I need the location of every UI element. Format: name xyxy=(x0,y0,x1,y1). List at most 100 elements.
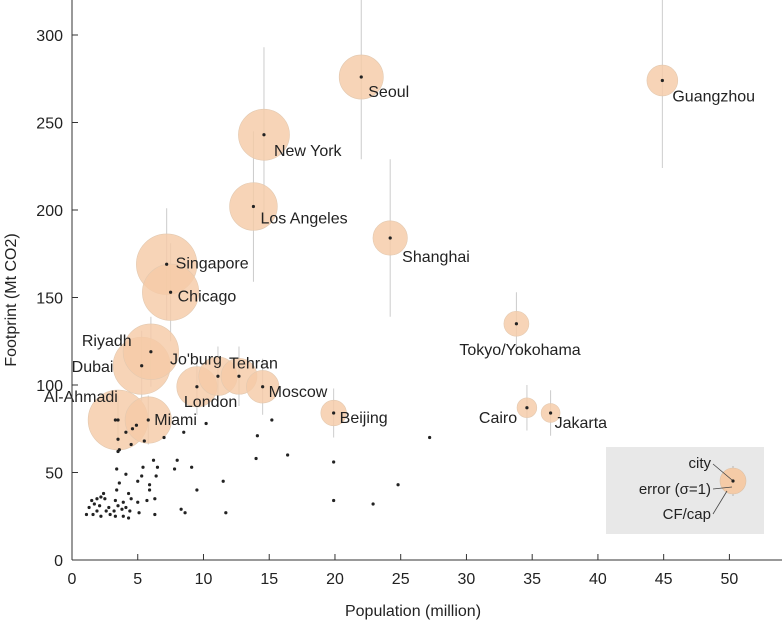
city-point xyxy=(224,511,228,515)
legend-leader-error xyxy=(712,486,733,490)
city-point xyxy=(172,467,177,471)
city-label: Chicago xyxy=(178,288,237,305)
city-label: Singapore xyxy=(176,255,249,272)
city-point xyxy=(154,474,158,478)
y-tick-label: 200 xyxy=(36,203,63,220)
city-point xyxy=(91,512,95,517)
axes: 0 5 10 15 20 25 30 35 40 45 50 0 50 100 150 200 250 300 xyxy=(36,0,782,588)
city-point xyxy=(116,449,120,454)
city-point xyxy=(525,406,529,410)
city-point xyxy=(137,511,141,515)
city-point xyxy=(130,427,135,431)
y-tick-label: 50 xyxy=(45,466,63,483)
city-point xyxy=(237,374,241,378)
city-point xyxy=(169,290,173,294)
city-point xyxy=(145,498,149,503)
city-point xyxy=(103,497,107,501)
city-point xyxy=(140,364,144,368)
city-point xyxy=(204,421,208,426)
city-point xyxy=(90,498,94,503)
city-label: Moscow xyxy=(269,384,328,401)
legend-leader-cfcap xyxy=(712,490,728,515)
city-label: Al-Ahmadi xyxy=(44,389,118,406)
city-point xyxy=(270,418,274,422)
city-labels: Seoul Guangzhou New York Los Angeles Shangha… xyxy=(44,84,755,432)
legend-label-cfcap: CF/cap xyxy=(663,506,711,523)
city-point xyxy=(129,442,133,447)
city-point xyxy=(183,511,187,515)
city-label: New York xyxy=(274,143,343,160)
city-point xyxy=(261,385,265,389)
city-point xyxy=(104,509,108,513)
city-point xyxy=(221,479,225,483)
city-label: Jo'burg xyxy=(170,351,222,368)
city-point xyxy=(396,483,400,487)
city-label: Los Angeles xyxy=(260,211,347,228)
y-axis-title: Footprint (Mt CO2) xyxy=(3,233,20,366)
city-point xyxy=(428,435,432,440)
city-point xyxy=(121,500,125,504)
y-tick-label: 0 xyxy=(54,553,63,570)
city-label: Jakarta xyxy=(555,415,608,432)
city-point xyxy=(95,509,99,513)
city-point xyxy=(286,453,290,457)
x-tick-label: 40 xyxy=(589,571,607,588)
city-point xyxy=(136,479,140,483)
city-point xyxy=(116,437,120,441)
city-point xyxy=(190,465,194,469)
city-label: Cairo xyxy=(479,410,517,427)
city-point xyxy=(175,458,179,462)
city-point xyxy=(514,322,519,326)
city-point xyxy=(117,481,121,485)
city-point xyxy=(84,512,89,517)
city-point xyxy=(134,423,139,427)
city-point xyxy=(126,491,131,496)
city-point xyxy=(126,516,131,520)
city-point xyxy=(548,411,553,415)
city-point xyxy=(195,385,199,389)
city-point xyxy=(107,505,111,510)
city-point xyxy=(95,497,99,501)
legend-label-error: error (σ=1) xyxy=(639,481,711,498)
city-point xyxy=(332,498,336,503)
legend-point xyxy=(731,479,735,483)
city-point xyxy=(115,488,119,492)
city-point xyxy=(129,497,133,501)
city-point xyxy=(116,504,120,508)
city-label: Dubai xyxy=(72,359,114,376)
city-point xyxy=(98,504,102,508)
city-point xyxy=(140,474,144,478)
city-point xyxy=(155,465,160,469)
city-point xyxy=(87,505,91,510)
x-tick-label: 20 xyxy=(326,571,344,588)
legend-leader-city xyxy=(712,463,733,481)
city-point xyxy=(121,514,125,518)
city-point xyxy=(142,439,146,443)
city-label: London xyxy=(184,394,237,411)
city-label: Guangzhou xyxy=(672,89,755,106)
x-tick-label: 15 xyxy=(260,571,278,588)
city-point xyxy=(120,507,124,511)
x-tick-label: 5 xyxy=(133,571,142,588)
y-tick-label: 250 xyxy=(36,116,63,133)
city-point xyxy=(195,488,199,492)
city-point xyxy=(113,498,117,503)
city-point xyxy=(162,435,166,440)
city-point xyxy=(153,497,157,501)
city-point xyxy=(124,430,128,434)
legend: city error (σ=1) CF/cap xyxy=(606,447,764,534)
city-point xyxy=(147,483,152,487)
city-point xyxy=(113,514,117,518)
y-tick-label: 150 xyxy=(36,291,63,308)
city-point xyxy=(92,502,96,506)
city-label: Tehran xyxy=(229,355,278,372)
city-point xyxy=(101,491,106,496)
city-label: Tokyo/Yokohama xyxy=(459,342,580,359)
city-point xyxy=(99,495,103,499)
city-point xyxy=(179,507,183,511)
city-point xyxy=(254,456,258,461)
city-point xyxy=(151,458,156,462)
city-point xyxy=(165,262,169,266)
x-tick-label: 10 xyxy=(195,571,213,588)
